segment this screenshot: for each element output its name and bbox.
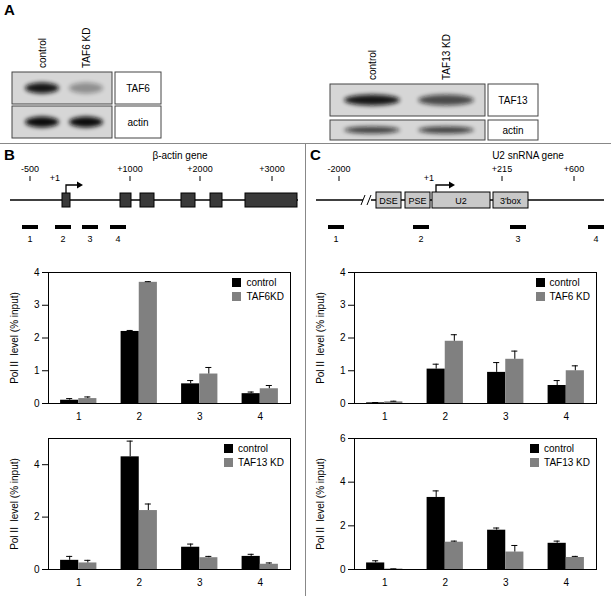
svg-text:TAF13: TAF13 xyxy=(498,95,528,106)
svg-text:2: 2 xyxy=(340,520,346,531)
svg-text:control: control xyxy=(367,50,378,80)
svg-text:+215: +215 xyxy=(492,164,512,174)
html-text:control: control xyxy=(544,443,575,454)
svg-text:6: 6 xyxy=(340,433,346,444)
svg-text:2: 2 xyxy=(136,577,142,588)
svg-text:2: 2 xyxy=(60,234,65,244)
svg-text:2: 2 xyxy=(442,411,448,422)
svg-text:C: C xyxy=(310,146,321,163)
svg-text:actin: actin xyxy=(127,117,148,128)
svg-text:3: 3 xyxy=(197,577,203,588)
svg-text:2: 2 xyxy=(442,577,448,588)
html-text:TAF6 KD: TAF6 KD xyxy=(549,291,590,302)
html-text:TAF6KD: TAF6KD xyxy=(246,291,284,302)
svg-text:+1: +1 xyxy=(50,173,60,183)
svg-text:Pol II level (% input): Pol II level (% input) xyxy=(315,458,326,550)
svg-text:4: 4 xyxy=(257,411,263,422)
svg-text:4: 4 xyxy=(34,459,40,470)
svg-text:3: 3 xyxy=(503,411,509,422)
svg-text:TAF13 KD: TAF13 KD xyxy=(441,34,452,80)
svg-text:+600: +600 xyxy=(564,164,584,174)
svg-text:4: 4 xyxy=(340,476,346,487)
svg-text:control: control xyxy=(37,38,48,68)
svg-text:TAF6 KD: TAF6 KD xyxy=(81,28,92,68)
svg-text:4: 4 xyxy=(115,234,120,244)
svg-text:4: 4 xyxy=(340,267,346,278)
svg-text:3: 3 xyxy=(515,234,520,244)
svg-text:Pol II level (% input): Pol II level (% input) xyxy=(9,458,20,550)
svg-text:Pol II level (% input): Pol II level (% input) xyxy=(315,292,326,384)
svg-text:3: 3 xyxy=(340,299,346,310)
svg-text:0: 0 xyxy=(34,564,40,575)
svg-text:+2000: +2000 xyxy=(187,164,212,174)
svg-text:4: 4 xyxy=(593,234,598,244)
svg-text:2: 2 xyxy=(34,332,40,343)
svg-text:4: 4 xyxy=(34,267,40,278)
svg-text:1: 1 xyxy=(333,234,338,244)
svg-text:3: 3 xyxy=(87,234,92,244)
svg-text:2: 2 xyxy=(418,234,423,244)
svg-text:1: 1 xyxy=(27,234,32,244)
svg-text:0: 0 xyxy=(34,398,40,409)
svg-text:3'box: 3'box xyxy=(500,196,522,206)
svg-text:TAF6: TAF6 xyxy=(126,83,150,94)
svg-text:0: 0 xyxy=(340,398,346,409)
svg-text:2: 2 xyxy=(34,511,40,522)
svg-text:1: 1 xyxy=(382,411,388,422)
svg-text:0: 0 xyxy=(340,564,346,575)
svg-text:-2000: -2000 xyxy=(327,164,350,174)
svg-text:Pol II level (% input): Pol II level (% input) xyxy=(9,292,20,384)
svg-text:2: 2 xyxy=(136,411,142,422)
svg-text:2: 2 xyxy=(340,332,346,343)
svg-text:U2 snRNA gene: U2 snRNA gene xyxy=(492,150,564,161)
svg-text:1: 1 xyxy=(340,365,346,376)
svg-text:+1: +1 xyxy=(424,173,434,183)
html-text:control: control xyxy=(238,443,269,454)
svg-text:1: 1 xyxy=(382,577,388,588)
svg-text:PSE: PSE xyxy=(408,196,426,206)
svg-text:A: A xyxy=(4,1,15,18)
svg-text:U2: U2 xyxy=(455,196,467,206)
svg-text:+1000: +1000 xyxy=(117,164,142,174)
html-text:control: control xyxy=(549,277,580,288)
html-text:TAF13 KD: TAF13 KD xyxy=(544,457,590,468)
svg-text:DSE: DSE xyxy=(379,196,398,206)
svg-text:1: 1 xyxy=(34,365,40,376)
html-text:control: control xyxy=(246,277,277,288)
svg-text:4: 4 xyxy=(563,577,569,588)
svg-text:+3000: +3000 xyxy=(259,164,284,174)
svg-text:B: B xyxy=(4,146,15,163)
svg-text:4: 4 xyxy=(257,577,263,588)
svg-text:4: 4 xyxy=(563,411,569,422)
html-text:TAF13 KD: TAF13 KD xyxy=(238,457,284,468)
svg-text:3: 3 xyxy=(34,299,40,310)
svg-text:1: 1 xyxy=(76,577,82,588)
svg-text:actin: actin xyxy=(502,125,523,136)
svg-text:3: 3 xyxy=(503,577,509,588)
svg-text:1: 1 xyxy=(76,411,82,422)
svg-text:3: 3 xyxy=(197,411,203,422)
svg-text:β-actin gene: β-actin gene xyxy=(152,150,208,161)
svg-text:-500: -500 xyxy=(21,164,39,174)
